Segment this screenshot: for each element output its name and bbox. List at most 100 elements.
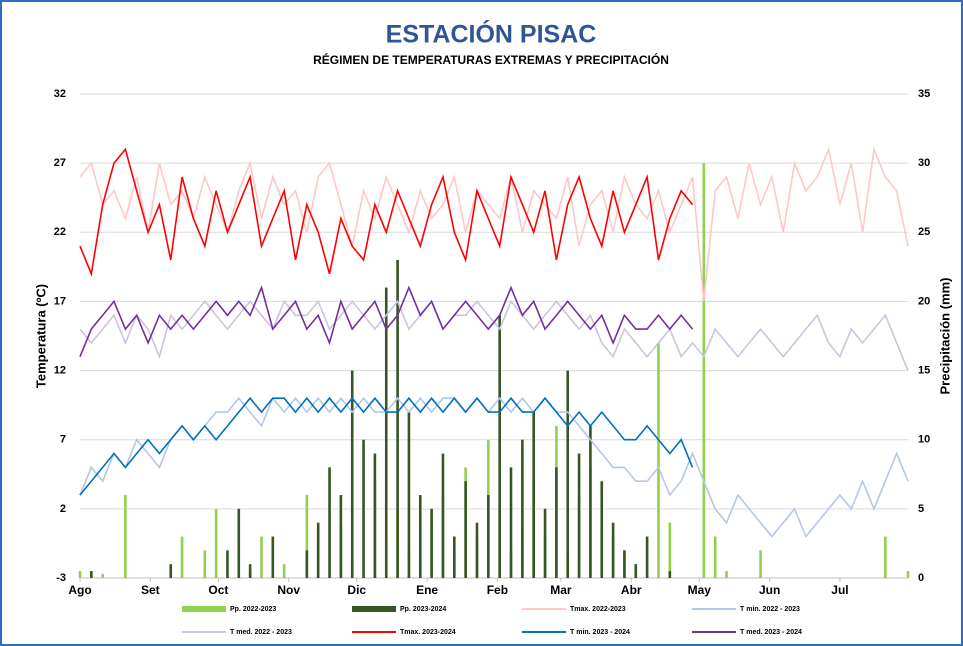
bar [657, 342, 660, 578]
bar [396, 259, 399, 578]
y-tick-label: 27 [54, 157, 66, 169]
bar [282, 564, 286, 578]
y-tick-label: 12 [54, 364, 66, 376]
bar [226, 550, 229, 578]
bar [600, 481, 604, 578]
bar [362, 439, 365, 578]
y-axis-label: Temperatura (ºC) [33, 284, 48, 388]
bar [305, 495, 309, 578]
x-tick-label: Ene [416, 583, 438, 597]
bar [237, 508, 241, 578]
y-tick-label: 22 [54, 226, 66, 238]
bar [180, 536, 184, 578]
bar [906, 571, 910, 578]
bar [475, 522, 479, 578]
y-tick-label: 17 [54, 295, 66, 307]
bar [214, 508, 218, 578]
legend-label: T med. 2023 - 2024 [740, 629, 802, 636]
bar [328, 467, 331, 578]
bar [169, 564, 173, 578]
line [79, 396, 694, 496]
bar [305, 550, 309, 578]
bar [430, 508, 433, 578]
bar [532, 412, 535, 578]
legend-label: T min. 2022 - 2023 [740, 606, 800, 613]
bar [543, 508, 547, 578]
x-tick-label: May [688, 583, 712, 597]
y-tick-label: 32 [54, 88, 66, 100]
x-tick-label: Mar [550, 583, 572, 597]
bar [124, 495, 127, 578]
bar [453, 536, 456, 578]
legend-label: Tmax. 2023-2024 [400, 629, 456, 636]
bar [248, 564, 252, 578]
legend-swatch [182, 606, 226, 612]
y2-tick-label: 10 [918, 434, 930, 446]
legend-label: Pp. 2023-2024 [400, 606, 446, 613]
line [79, 396, 909, 539]
bar [418, 495, 422, 578]
bar [884, 536, 887, 578]
x-tick-label: Set [141, 583, 160, 597]
bar [623, 550, 626, 578]
bar [316, 522, 320, 578]
y2-tick-label: 30 [918, 157, 930, 169]
bar [668, 522, 672, 578]
y-tick-label: 7 [60, 434, 66, 446]
bar [101, 573, 104, 578]
bar [350, 370, 354, 578]
x-tick-label: Feb [487, 583, 508, 597]
y2-tick-label: 35 [918, 88, 930, 100]
bar [373, 453, 377, 578]
line [79, 147, 694, 277]
bar [668, 571, 672, 578]
bar [441, 453, 445, 578]
bar [645, 536, 649, 578]
bar [555, 467, 558, 578]
bar [611, 522, 615, 578]
bar [90, 571, 93, 578]
bar [634, 564, 638, 578]
bar [577, 453, 581, 578]
x-tick-label: Oct [208, 583, 228, 597]
bar [521, 439, 524, 578]
y2-tick-label: 20 [918, 295, 930, 307]
bar [339, 495, 343, 578]
bar [589, 425, 592, 578]
bar [260, 536, 263, 578]
y2-tick-label: 5 [918, 503, 924, 515]
legend-label: T med. 2022 - 2023 [230, 629, 292, 636]
y-tick-label: -3 [56, 572, 66, 584]
bar [566, 370, 570, 578]
bar [464, 481, 467, 578]
x-tick-label: Nov [277, 583, 300, 597]
x-tick-label: Ago [68, 583, 91, 597]
line [79, 146, 909, 302]
x-tick-label: Abr [621, 583, 642, 597]
legend-label: Tmax. 2022-2023 [570, 606, 626, 613]
y2-axis-label: Precipitación (mm) [937, 277, 952, 394]
bar [725, 571, 728, 578]
y2-tick-label: 0 [918, 572, 924, 584]
x-tick-label: Dic [347, 583, 366, 597]
bar [498, 315, 501, 578]
legend-label: T min. 2023 - 2024 [570, 629, 630, 636]
chart-subtitle: RÉGIMEN DE TEMPERATURAS EXTREMAS Y PRECI… [313, 52, 669, 67]
y2-tick-label: 25 [918, 226, 930, 238]
bar [271, 536, 275, 578]
bar [407, 412, 411, 578]
legend-label: Pp. 2022-2023 [230, 606, 276, 613]
bar [78, 571, 82, 578]
bar [509, 467, 513, 578]
bar [487, 495, 490, 578]
line [79, 285, 694, 358]
y-tick-label: 2 [60, 503, 66, 515]
x-tick-label: Jul [831, 583, 848, 597]
legend-swatch [352, 606, 396, 612]
bar [713, 536, 717, 578]
y2-tick-label: 15 [918, 364, 930, 376]
bar [702, 163, 706, 578]
bar [203, 550, 207, 578]
